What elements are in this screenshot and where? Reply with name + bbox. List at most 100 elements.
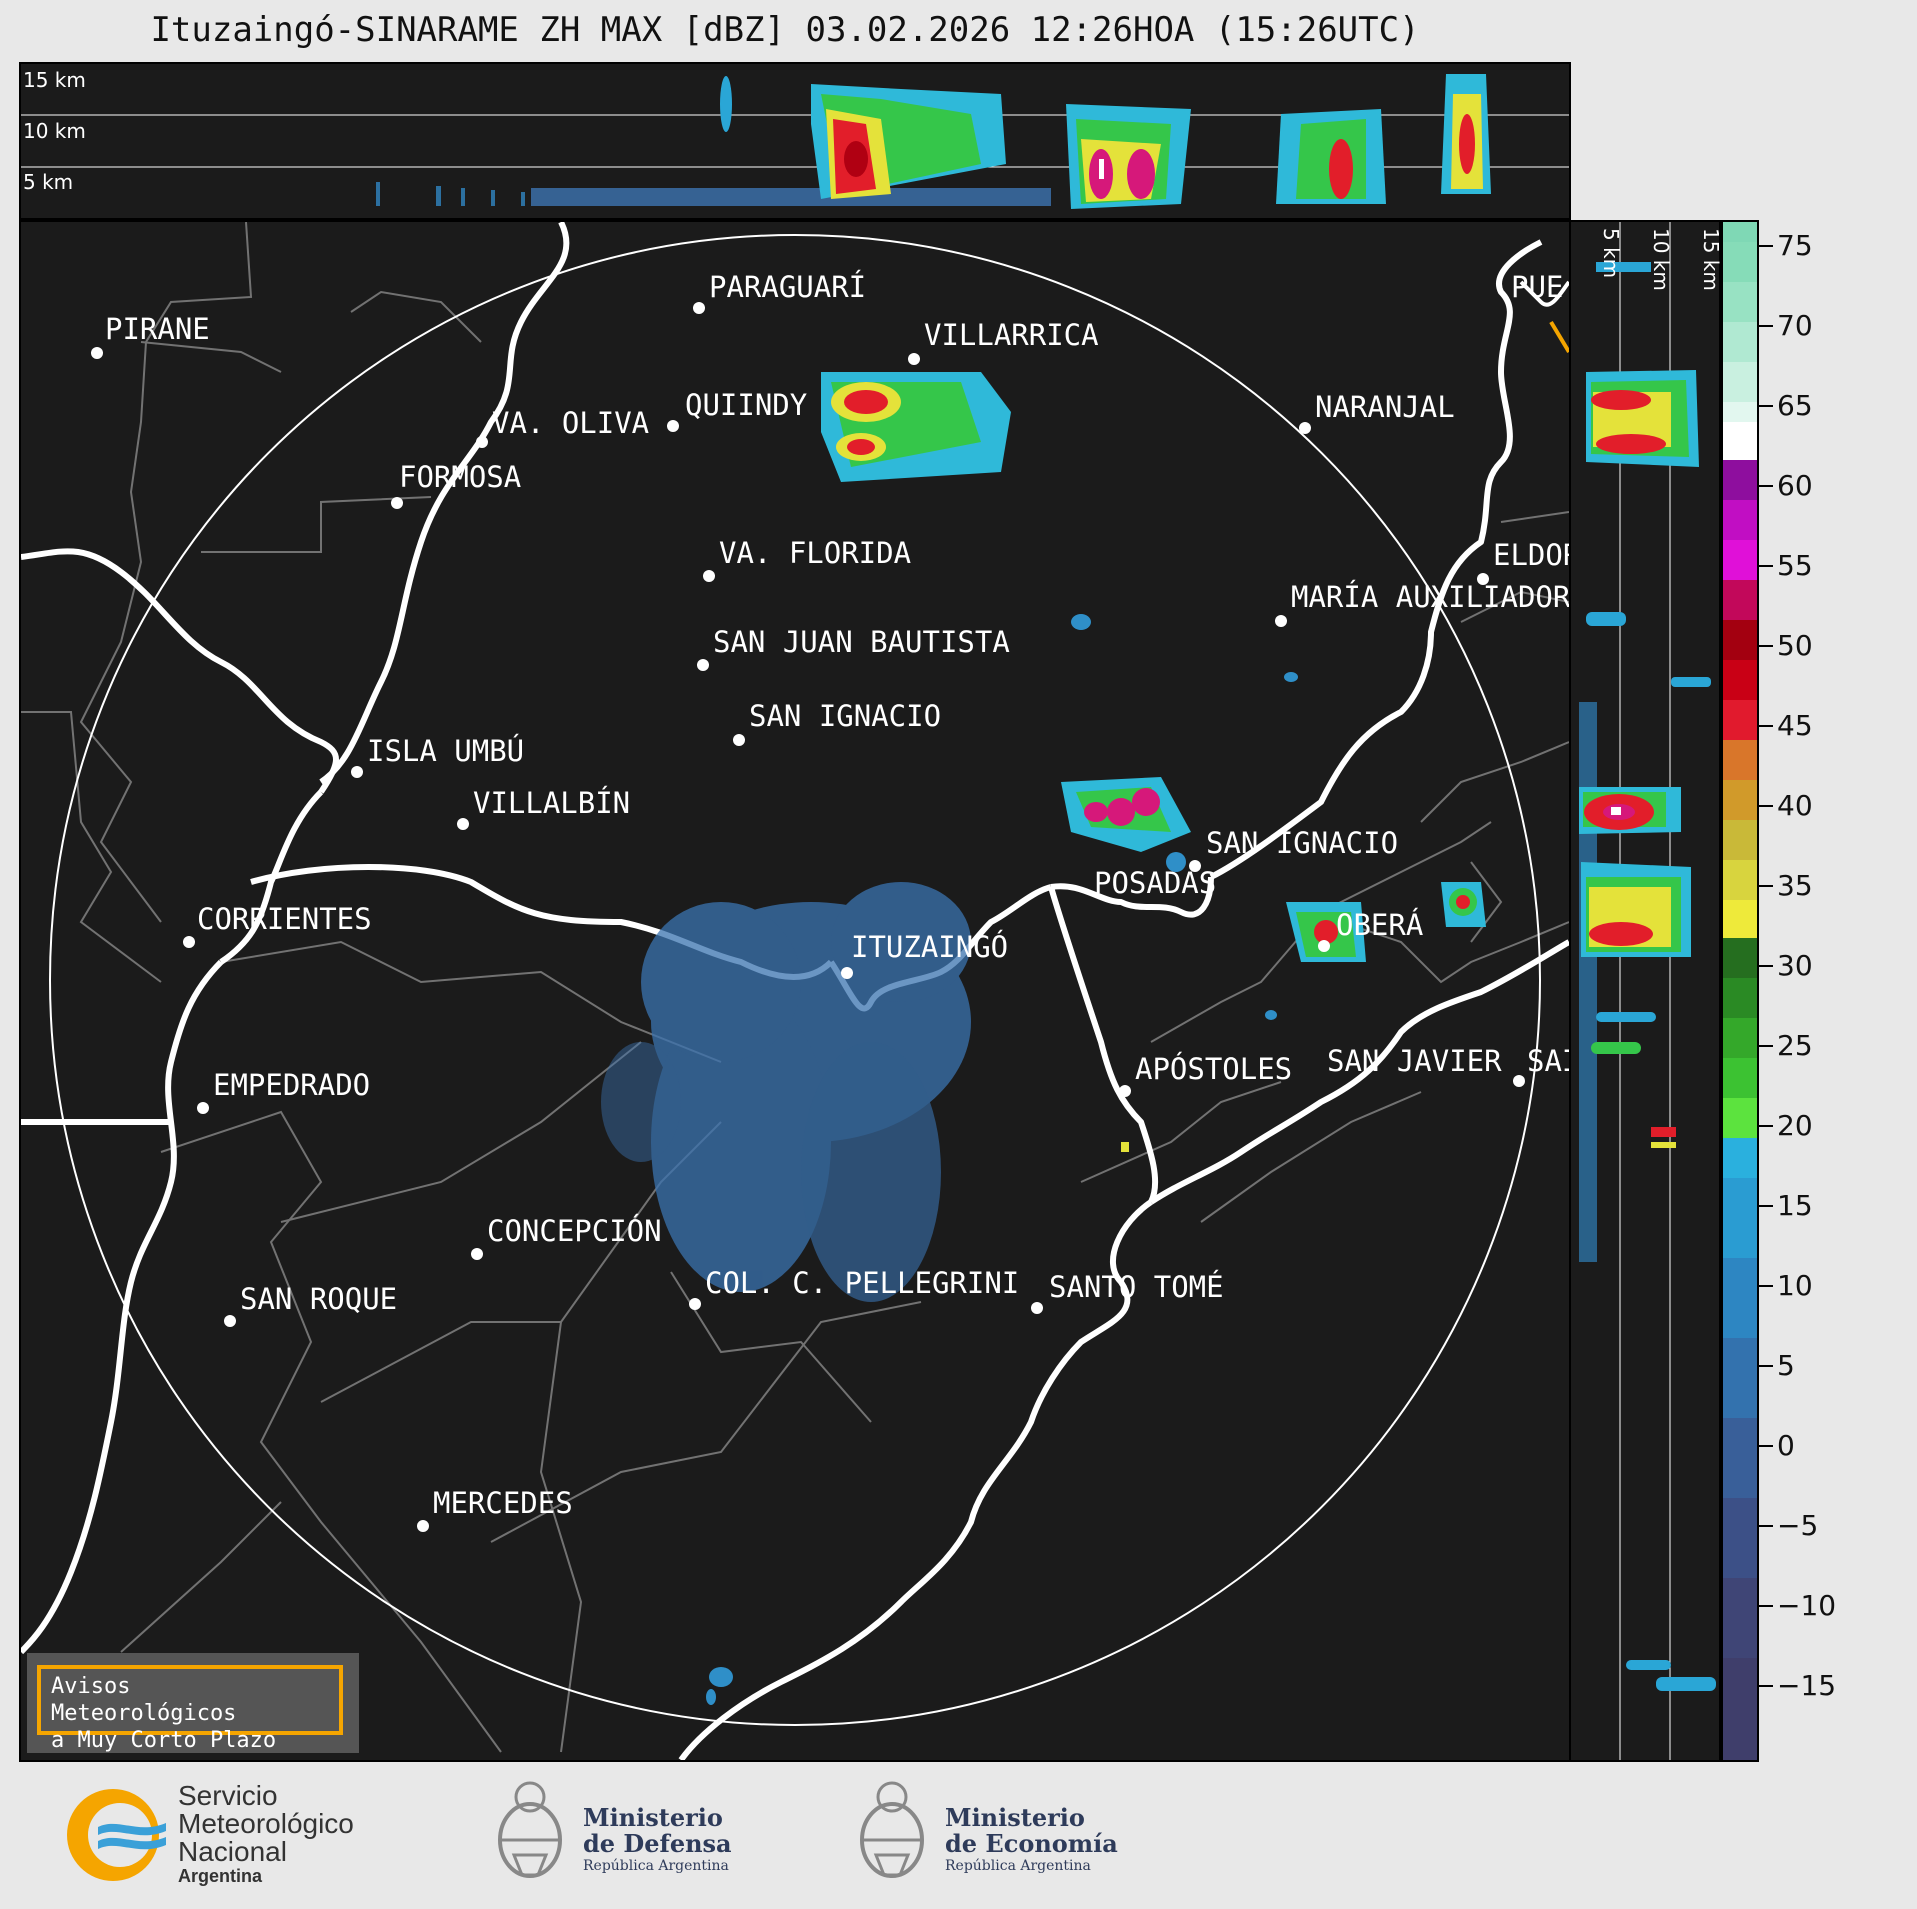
colorbar-tick xyxy=(1759,645,1773,647)
city-marker xyxy=(1513,1075,1525,1087)
colorbar-label-30: 30 xyxy=(1777,949,1813,982)
defensa-line-1: Ministerio xyxy=(583,1803,723,1832)
coat-of-arms-icon xyxy=(498,1781,562,1878)
city-label-puerto: PUE xyxy=(1511,270,1564,304)
coat-of-arms-icon xyxy=(860,1781,924,1878)
colorbar-label-60: 60 xyxy=(1777,469,1813,502)
city-marker xyxy=(693,302,705,314)
city-marker xyxy=(1318,940,1330,952)
map-title: Ituzaingó-SINARAME ZH MAX [dBZ] 03.02.20… xyxy=(150,10,1420,50)
city-marker xyxy=(197,1102,209,1114)
city-marker xyxy=(667,420,679,432)
altitude-label-5km: 5 km xyxy=(23,170,74,194)
smn-logo-icon xyxy=(67,1789,166,1881)
colorbar-label-25: 25 xyxy=(1777,1029,1813,1062)
colorbar-label-minus15: −15 xyxy=(1777,1669,1837,1702)
city-label-ituzaingo: ITUZAINGÓ xyxy=(851,930,1009,964)
reflectivity-colorbar xyxy=(1721,220,1759,1762)
colorbar-tick xyxy=(1759,725,1773,727)
radar-map-canvas xyxy=(21,222,1569,1760)
smn-line-2: Meteorológico xyxy=(178,1808,354,1839)
city-label-paraguari: PARAGUARÍ xyxy=(709,270,867,304)
smn-logo-text: Servicio Meteorológico Nacional Argentin… xyxy=(178,1780,354,1887)
colorbar-tick xyxy=(1759,805,1773,807)
defensa-logo-text: Ministerio de Defensa República Argentin… xyxy=(583,1805,732,1875)
defensa-line-3: República Argentina xyxy=(583,1858,729,1874)
city-marker xyxy=(703,570,715,582)
colorbar-label-0: 0 xyxy=(1777,1429,1795,1462)
defensa-line-2: de Defensa xyxy=(583,1829,732,1858)
colorbar-tick xyxy=(1759,485,1773,487)
smn-line-3: Nacional xyxy=(178,1836,287,1867)
city-label-posadas: POSADAS xyxy=(1094,866,1217,900)
smn-logo xyxy=(58,1785,168,1885)
city-label-mercedes: MERCEDES xyxy=(433,1486,573,1520)
defensa-emblem-icon xyxy=(494,1775,566,1895)
city-label-san-ignacio-ar: SAN IGNACIO xyxy=(1206,826,1399,860)
colorbar-tick xyxy=(1759,885,1773,887)
colorbar-label-20: 20 xyxy=(1777,1109,1813,1142)
city-marker xyxy=(689,1298,701,1310)
colorbar-tick xyxy=(1759,1605,1773,1607)
colorbar-label-45: 45 xyxy=(1777,709,1813,742)
city-label-eldorado: ELDOR xyxy=(1493,538,1581,572)
economia-line-3: República Argentina xyxy=(945,1858,1091,1874)
side-altitude-label-15km: 15 km xyxy=(1699,228,1723,291)
top-cross-section-panel: 15 km 10 km 5 km xyxy=(19,62,1571,220)
city-marker xyxy=(908,353,920,365)
city-marker xyxy=(1031,1302,1043,1314)
colorbar-label-15: 15 xyxy=(1777,1189,1813,1222)
colorbar-tick xyxy=(1759,245,1773,247)
city-marker xyxy=(391,497,403,509)
smn-line-4: Argentina xyxy=(178,1866,263,1886)
colorbar-label-75: 75 xyxy=(1777,229,1813,262)
city-marker xyxy=(1275,615,1287,627)
city-label-apostoles: APÓSTOLES xyxy=(1135,1052,1293,1086)
short-term-warnings-box[interactable]: Avisos Meteorológicos a Muy Corto Plazo xyxy=(27,1653,359,1753)
city-marker xyxy=(733,734,745,746)
city-marker xyxy=(1477,573,1489,585)
smn-line-1: Servicio xyxy=(178,1780,278,1811)
colorbar-label-40: 40 xyxy=(1777,789,1813,822)
colorbar-gradient xyxy=(1723,222,1757,1760)
colorbar-label-65: 65 xyxy=(1777,389,1813,422)
city-label-santo-tome: SANTO TOMÉ xyxy=(1049,1270,1224,1304)
city-marker xyxy=(457,818,469,830)
city-label-empedrado: EMPEDRADO xyxy=(213,1068,371,1102)
city-label-quiindy: QUIINDY xyxy=(685,388,808,422)
colorbar-label-55: 55 xyxy=(1777,549,1813,582)
side-cross-section-echoes xyxy=(1579,222,1716,1760)
city-label-concepcion: CONCEPCIÓN xyxy=(487,1214,662,1248)
city-marker xyxy=(1119,1085,1131,1097)
notice-line-1: Avisos Meteorológicos xyxy=(51,1674,237,1726)
colorbar-tick xyxy=(1759,1525,1773,1527)
city-label-obera: OBERÁ xyxy=(1336,908,1424,942)
city-label-villarrica: VILLARRICA xyxy=(924,318,1099,352)
economia-line-1: Ministerio xyxy=(945,1803,1085,1832)
city-marker xyxy=(224,1315,236,1327)
city-marker xyxy=(417,1520,429,1532)
colorbar-label-5: 5 xyxy=(1777,1349,1795,1382)
colorbar-tick xyxy=(1759,1205,1773,1207)
side-cross-section-panel: 5 km 10 km 15 km xyxy=(1569,220,1723,1762)
colorbar-label-minus10: −10 xyxy=(1777,1589,1837,1622)
colorbar-label-70: 70 xyxy=(1777,309,1813,342)
colorbar-label-50: 50 xyxy=(1777,629,1813,662)
city-label-san-roque: SAN ROQUE xyxy=(240,1282,398,1316)
economia-emblem-icon xyxy=(856,1775,928,1895)
city-marker xyxy=(1189,860,1201,872)
city-label-san-javier: SAN JAVIER xyxy=(1327,1044,1502,1078)
economia-line-2: de Economía xyxy=(945,1829,1118,1858)
colorbar-tick xyxy=(1759,325,1773,327)
economia-logo-text: Ministerio de Economía República Argenti… xyxy=(945,1805,1118,1875)
city-label-isla-umbu: ISLA UMBÚ xyxy=(367,734,525,768)
altitude-label-10km: 10 km xyxy=(23,119,86,143)
side-altitude-label-10km: 10 km xyxy=(1649,228,1673,291)
top-cross-section-echoes xyxy=(21,74,1569,209)
colorbar-tick xyxy=(1759,965,1773,967)
city-label-villalbin: VILLALBÍN xyxy=(473,786,631,820)
city-label-formosa: FORMOSA xyxy=(399,460,522,494)
city-label-col-pellegrini: COL. C. PELLEGRINI xyxy=(705,1266,1020,1300)
colorbar-tick xyxy=(1759,405,1773,407)
radar-map-panel[interactable]: PIRANE PARAGUARÍ VILLARRICA VA. OLIVA QU… xyxy=(19,220,1580,1762)
